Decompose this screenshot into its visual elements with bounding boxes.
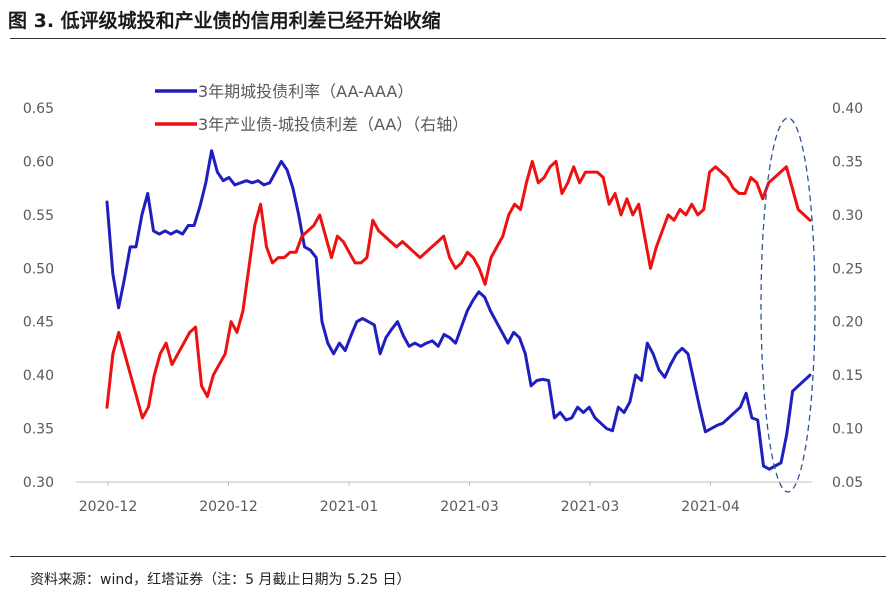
- x-tick-label: 2020-12: [79, 499, 138, 515]
- y-left-tick-label: 0.30: [23, 475, 54, 491]
- y-left-tick-label: 0.55: [23, 208, 54, 224]
- bottom-rule: [10, 556, 886, 557]
- x-tick-label: 2021-01: [320, 499, 379, 515]
- x-tick-label: 2021-03: [440, 499, 499, 515]
- y-left-tick-label: 0.40: [23, 368, 54, 384]
- y-right-tick-label: 0.15: [832, 368, 863, 384]
- y-right-tick-label: 0.25: [832, 261, 863, 277]
- chart-legend: 3年期城投债利率（AA-AAA） 3年产业债-城投债利差（AA）（右轴）: [155, 82, 468, 134]
- legend-label: 3年期城投债利率（AA-AAA）: [198, 82, 413, 101]
- y-right-tick-label: 0.20: [832, 315, 863, 331]
- y-right-tick-label: 0.35: [832, 154, 863, 170]
- x-tick-label: 2021-04: [681, 499, 740, 515]
- source-note: 资料来源：wind，红塔证券（注：5 月截止日期为 5.25 日）: [30, 572, 411, 588]
- y-right-tick-label: 0.40: [832, 101, 863, 117]
- y-axis-left-ticks: 0.30 0.35 0.40 0.45 0.50 0.55 0.60 0.65: [23, 101, 54, 491]
- y-left-tick-label: 0.35: [23, 422, 54, 438]
- x-axis-ticks: 2020-12 2020-12 2021-01 2021-03 2021-03 2021-…: [79, 482, 740, 515]
- highlight-ellipse: [760, 117, 816, 493]
- y-left-tick-label: 0.45: [23, 315, 54, 331]
- y-right-tick-label: 0.30: [832, 208, 863, 224]
- y-left-tick-label: 0.65: [23, 101, 54, 117]
- legend-label: 3年产业债-城投债利差（AA）（右轴）: [198, 115, 468, 134]
- y-right-tick-label: 0.05: [832, 475, 863, 491]
- y-left-tick-label: 0.50: [23, 261, 54, 277]
- series-layer: [105, 149, 812, 471]
- series-line-chengtou-rate: [105, 149, 812, 471]
- series-line-spread-right-axis: [105, 159, 812, 420]
- y-left-tick-label: 0.60: [23, 154, 54, 170]
- y-axis-right-ticks: 0.05 0.10 0.15 0.20 0.25 0.30 0.35 0.40: [832, 101, 863, 491]
- x-tick-label: 2021-03: [561, 499, 620, 515]
- top-rule: [10, 38, 886, 39]
- figure-title: 图 3. 低评级城投和产业债的信用利差已经开始收缩: [8, 10, 441, 32]
- y-right-tick-label: 0.10: [832, 422, 863, 438]
- x-tick-label: 2020-12: [199, 499, 258, 515]
